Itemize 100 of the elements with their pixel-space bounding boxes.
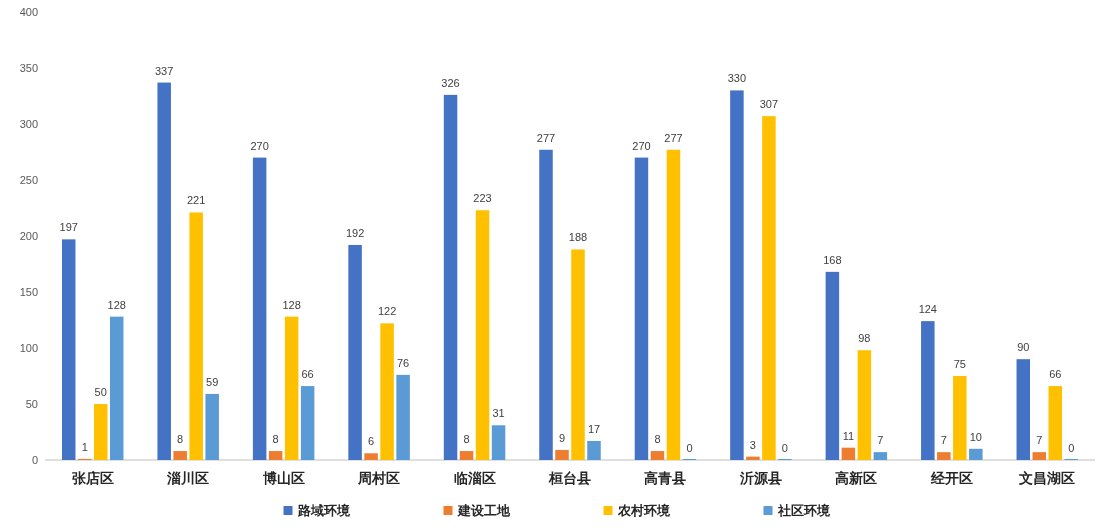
- y-tick-label: 0: [31, 454, 38, 466]
- data-label: 7: [877, 434, 884, 447]
- x-tick-label: 文昌湖区: [1018, 470, 1076, 486]
- data-label: 75: [953, 358, 966, 370]
- bar: [539, 149, 553, 460]
- bar: [157, 82, 171, 460]
- bar: [873, 452, 888, 460]
- x-tick-label: 博山区: [261, 470, 305, 486]
- bar: [841, 447, 856, 460]
- x-tick-label: 高新区: [835, 470, 878, 486]
- data-label: 10: [969, 430, 982, 443]
- data-label: 9: [558, 431, 566, 444]
- bar: [1016, 359, 1031, 460]
- bar: [921, 321, 935, 460]
- data-label: 17: [587, 422, 601, 435]
- y-tick-label: 150: [19, 286, 38, 298]
- bar: [937, 452, 951, 460]
- data-label: 197: [59, 221, 78, 234]
- bar: [634, 157, 649, 460]
- bar: [93, 404, 108, 460]
- data-label: 0: [686, 442, 693, 454]
- bar: [268, 451, 283, 460]
- bar: [380, 323, 394, 460]
- data-label: 124: [918, 303, 937, 316]
- data-label: 76: [396, 356, 410, 369]
- data-label: 223: [473, 192, 492, 205]
- data-label: 6: [368, 435, 375, 448]
- bar: [459, 451, 474, 460]
- bar: [348, 244, 362, 460]
- data-label: 192: [345, 226, 365, 239]
- y-tick-label: 100: [19, 342, 38, 354]
- data-label: 277: [536, 131, 556, 144]
- data-label: 66: [1049, 368, 1062, 381]
- data-label: 11: [842, 429, 855, 442]
- bar: [969, 448, 983, 460]
- y-tick-label: 350: [19, 62, 38, 74]
- bar: [173, 451, 187, 460]
- legend-label: 路域环境: [296, 503, 351, 518]
- x-tick-label: 经开区: [929, 470, 973, 486]
- bar: [1032, 452, 1047, 460]
- data-label: 0: [1068, 442, 1075, 454]
- bar: [746, 456, 760, 460]
- bar: [475, 210, 490, 460]
- data-label: 221: [187, 194, 206, 207]
- bar: [953, 376, 967, 460]
- legend-label: 建设工地: [456, 503, 511, 518]
- x-tick-label: 张店区: [71, 470, 114, 486]
- bar: [555, 449, 569, 460]
- bar: [364, 453, 378, 460]
- data-label: 277: [664, 131, 683, 144]
- bar: [650, 451, 665, 460]
- data-label: 122: [377, 305, 397, 318]
- x-tick-label: 沂源县: [738, 470, 782, 486]
- bar: [857, 350, 872, 460]
- data-label: 128: [282, 298, 301, 311]
- data-label: 8: [463, 433, 470, 446]
- data-label: 326: [441, 76, 460, 89]
- data-label: 8: [654, 433, 661, 446]
- bar: [284, 316, 299, 460]
- data-label: 90: [1017, 341, 1030, 354]
- bar: [205, 393, 219, 460]
- legend-label: 社区环境: [776, 503, 831, 518]
- bar: [61, 239, 76, 460]
- data-label: 330: [727, 72, 747, 85]
- data-label: 7: [940, 434, 947, 447]
- bar: [443, 94, 458, 460]
- data-label: 3: [749, 438, 756, 451]
- data-label: 270: [250, 139, 269, 152]
- data-label: 8: [272, 433, 279, 446]
- y-tick-label: 400: [19, 6, 38, 18]
- y-tick-label: 300: [19, 118, 38, 130]
- data-label: 337: [155, 64, 174, 77]
- y-tick-label: 250: [19, 174, 38, 186]
- y-tick-label: 50: [25, 398, 38, 410]
- x-tick-label: 桓台县: [548, 470, 591, 486]
- bar: [109, 316, 124, 460]
- data-label: 31: [492, 407, 505, 420]
- bar: [587, 440, 601, 460]
- bar: [300, 386, 315, 460]
- x-tick-label: 周村区: [357, 470, 401, 486]
- x-tick-label: 临淄区: [453, 470, 496, 486]
- x-tick-label: 淄川区: [166, 470, 210, 486]
- data-label: 8: [177, 433, 184, 446]
- data-label: 270: [632, 139, 651, 152]
- data-label: 128: [107, 298, 126, 311]
- legend-label: 农村环境: [616, 503, 671, 518]
- bar: [1048, 386, 1063, 460]
- data-label: 0: [781, 442, 788, 454]
- bar: [825, 271, 840, 460]
- data-label: 168: [823, 253, 842, 266]
- y-tick-label: 200: [19, 230, 38, 242]
- bar: [762, 116, 776, 460]
- bar: [396, 374, 410, 460]
- data-label: 50: [94, 386, 107, 398]
- bar: [491, 425, 506, 460]
- bar: [666, 149, 681, 460]
- bar: [189, 212, 203, 460]
- bar: [252, 157, 267, 460]
- data-label: 7: [1036, 434, 1043, 447]
- x-tick-label: 高青县: [644, 470, 687, 486]
